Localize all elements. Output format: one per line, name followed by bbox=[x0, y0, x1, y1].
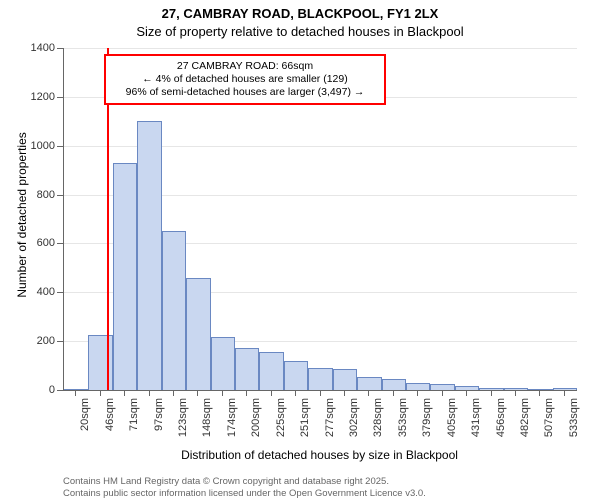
histogram-bar bbox=[259, 352, 283, 390]
x-tick bbox=[100, 390, 101, 396]
histogram-bar bbox=[333, 369, 357, 390]
x-tick-label: 507sqm bbox=[543, 398, 555, 450]
x-tick-label: 328sqm bbox=[372, 398, 384, 450]
grid-line bbox=[64, 48, 577, 49]
x-tick-label: 20sqm bbox=[79, 398, 91, 450]
x-tick bbox=[271, 390, 272, 396]
x-tick-label: 174sqm bbox=[226, 398, 238, 450]
annotation-line-1: 27 CAMBRAY ROAD: 66sqm bbox=[114, 60, 376, 73]
y-tick bbox=[57, 292, 63, 293]
y-tick bbox=[57, 390, 63, 391]
histogram-bar bbox=[308, 368, 332, 390]
x-tick bbox=[295, 390, 296, 396]
y-tick-label: 400 bbox=[15, 286, 55, 298]
x-tick-label: 46sqm bbox=[104, 398, 116, 450]
x-tick-label: 225sqm bbox=[275, 398, 287, 450]
y-tick-label: 1200 bbox=[15, 91, 55, 103]
chart-container: 27, CAMBRAY ROAD, BLACKPOOL, FY1 2LX Siz… bbox=[0, 0, 600, 500]
x-tick bbox=[442, 390, 443, 396]
histogram-bar bbox=[162, 231, 186, 390]
x-tick bbox=[417, 390, 418, 396]
x-tick-label: 148sqm bbox=[201, 398, 213, 450]
x-tick-label: 431sqm bbox=[470, 398, 482, 450]
chart-title-line1: 27, CAMBRAY ROAD, BLACKPOOL, FY1 2LX bbox=[0, 6, 600, 21]
histogram-bar bbox=[284, 361, 308, 390]
y-tick-label: 200 bbox=[15, 335, 55, 347]
histogram-bar bbox=[211, 337, 235, 390]
y-tick-label: 1400 bbox=[15, 42, 55, 54]
x-tick bbox=[320, 390, 321, 396]
histogram-bar bbox=[186, 278, 210, 390]
x-tick bbox=[149, 390, 150, 396]
x-tick bbox=[393, 390, 394, 396]
x-tick bbox=[539, 390, 540, 396]
annotation-box: 27 CAMBRAY ROAD: 66sqm← 4% of detached h… bbox=[104, 54, 386, 105]
x-tick bbox=[564, 390, 565, 396]
y-tick bbox=[57, 341, 63, 342]
x-tick bbox=[344, 390, 345, 396]
x-tick-label: 482sqm bbox=[519, 398, 531, 450]
x-tick-label: 71sqm bbox=[128, 398, 140, 450]
histogram-bar bbox=[382, 379, 406, 390]
histogram-bar bbox=[113, 163, 137, 390]
x-tick-label: 379sqm bbox=[421, 398, 433, 450]
y-tick-label: 1000 bbox=[15, 140, 55, 152]
x-tick bbox=[222, 390, 223, 396]
footer-line-2: Contains public sector information licen… bbox=[63, 488, 576, 499]
x-tick-label: 302sqm bbox=[348, 398, 360, 450]
histogram-bar bbox=[64, 389, 88, 390]
x-tick-label: 200sqm bbox=[250, 398, 262, 450]
x-tick bbox=[246, 390, 247, 396]
histogram-bar bbox=[137, 121, 161, 390]
x-tick-label: 405sqm bbox=[446, 398, 458, 450]
annotation-line-3: 96% of semi-detached houses are larger (… bbox=[114, 86, 376, 99]
x-tick-label: 123sqm bbox=[177, 398, 189, 450]
x-tick bbox=[75, 390, 76, 396]
x-tick bbox=[124, 390, 125, 396]
x-tick-label: 353sqm bbox=[397, 398, 409, 450]
x-axis-label: Distribution of detached houses by size … bbox=[63, 448, 576, 462]
y-tick-label: 0 bbox=[15, 384, 55, 396]
annotation-line-2: ← 4% of detached houses are smaller (129… bbox=[114, 73, 376, 86]
y-tick bbox=[57, 195, 63, 196]
x-tick-label: 456sqm bbox=[495, 398, 507, 450]
x-tick bbox=[368, 390, 369, 396]
y-tick bbox=[57, 48, 63, 49]
x-tick bbox=[466, 390, 467, 396]
y-tick-label: 600 bbox=[15, 237, 55, 249]
histogram-bar bbox=[357, 377, 381, 390]
x-tick bbox=[515, 390, 516, 396]
x-tick-label: 251sqm bbox=[299, 398, 311, 450]
histogram-bar bbox=[406, 383, 430, 390]
x-tick-label: 277sqm bbox=[324, 398, 336, 450]
footer-line-1: Contains HM Land Registry data © Crown c… bbox=[63, 476, 576, 487]
histogram-bar bbox=[235, 348, 259, 390]
histogram-bar bbox=[528, 389, 552, 390]
plot-area: 27 CAMBRAY ROAD: 66sqm← 4% of detached h… bbox=[63, 48, 577, 391]
y-tick bbox=[57, 97, 63, 98]
y-tick-label: 800 bbox=[15, 189, 55, 201]
x-tick bbox=[491, 390, 492, 396]
chart-title-line2: Size of property relative to detached ho… bbox=[0, 24, 600, 39]
y-tick bbox=[57, 146, 63, 147]
x-tick bbox=[173, 390, 174, 396]
x-tick-label: 533sqm bbox=[568, 398, 580, 450]
x-tick bbox=[197, 390, 198, 396]
y-tick bbox=[57, 243, 63, 244]
x-tick-label: 97sqm bbox=[153, 398, 165, 450]
